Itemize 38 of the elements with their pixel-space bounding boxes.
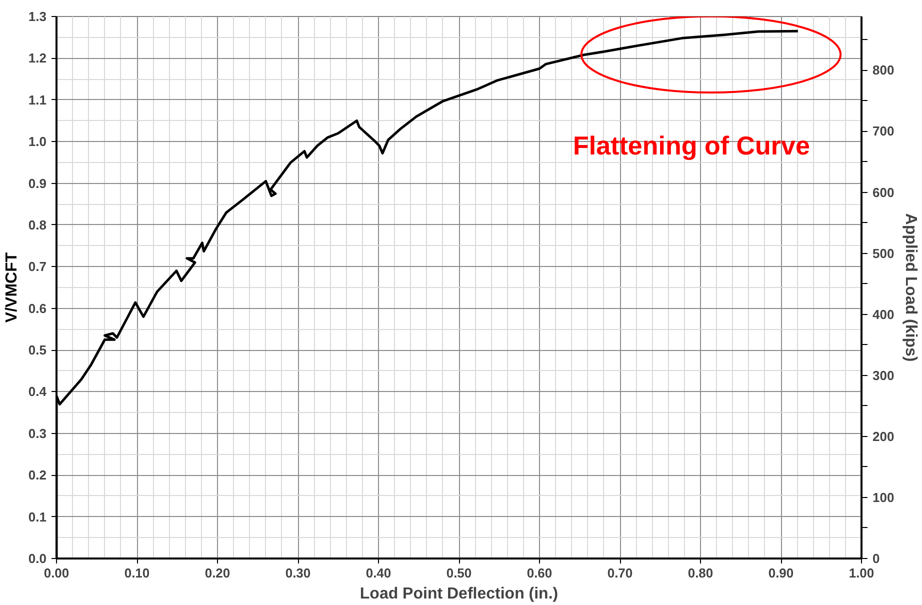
- x-tick-label: 0.10: [124, 566, 150, 580]
- y-tick-label: 1.0: [28, 134, 47, 150]
- x-tick-label: 0.60: [526, 566, 552, 580]
- x-tick-label: 0.50: [446, 566, 472, 580]
- x-tick-label: 0.70: [607, 566, 633, 580]
- y-tick-label: 0.2: [28, 468, 47, 483]
- y2-tick-label: 200: [872, 428, 894, 444]
- x-tick-label: 0.80: [688, 566, 714, 580]
- y2-tick-label: 400: [872, 306, 894, 322]
- y-tick-label: 1.3: [28, 9, 47, 24]
- y-axis-title: V/VMCFT: [3, 252, 20, 323]
- y-tick-label: 0.5: [28, 342, 47, 358]
- x-axis-title: Load Point Deflection (in.): [360, 586, 558, 602]
- y2-tick-label: 600: [872, 184, 894, 200]
- y-tick-label: 0.1: [28, 509, 47, 524]
- x-tick-label: 1.00: [848, 566, 874, 580]
- x-tick-label: 0.00: [44, 566, 70, 580]
- y-tick-label: 1.1: [28, 92, 47, 108]
- x-tick-label: 0.30: [285, 566, 311, 580]
- y-tick-label: 0.7: [28, 259, 47, 274]
- y2-tick-label: 0: [872, 551, 880, 566]
- y2-tick-label: 700: [872, 124, 894, 139]
- y-tick-label: 0.4: [28, 384, 48, 400]
- x-tick-label: 0.40: [366, 566, 392, 580]
- y-tick-label: 0.8: [28, 217, 47, 232]
- y2-tick-label: 800: [872, 62, 894, 78]
- y2-tick-label: 500: [872, 246, 894, 261]
- y-tick-label: 0.9: [28, 176, 47, 191]
- y2-tick-label: 300: [872, 368, 894, 383]
- y2-tick-label: 100: [872, 490, 894, 505]
- annotation: Flattening of Curve: [573, 130, 810, 160]
- x-tick-label: 0.20: [204, 566, 230, 580]
- y-tick-label: 1.2: [28, 50, 47, 66]
- x-tick-label: 0.90: [768, 566, 794, 580]
- y-tick-label: 0.6: [28, 300, 47, 316]
- y-tick-label: 0.3: [28, 426, 47, 441]
- y-tick-label: 0.0: [28, 551, 47, 566]
- y2-axis-title: Applied Load (kips): [902, 213, 920, 362]
